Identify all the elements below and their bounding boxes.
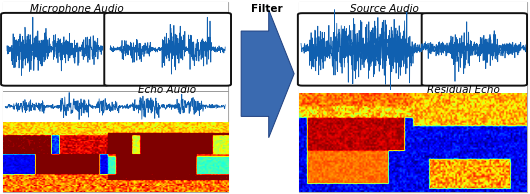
Text: Residual Echo: Residual Echo	[427, 85, 500, 95]
FancyBboxPatch shape	[3, 2, 228, 192]
FancyBboxPatch shape	[299, 2, 527, 192]
FancyBboxPatch shape	[3, 91, 228, 122]
FancyBboxPatch shape	[298, 13, 425, 86]
Text: Microphone Audio: Microphone Audio	[30, 4, 123, 14]
FancyBboxPatch shape	[422, 13, 527, 86]
Polygon shape	[241, 10, 294, 138]
Text: Echo Audio: Echo Audio	[138, 85, 196, 95]
FancyBboxPatch shape	[3, 2, 228, 91]
FancyBboxPatch shape	[299, 2, 527, 93]
Text: Filter: Filter	[251, 3, 282, 14]
Text: Source Audio: Source Audio	[350, 4, 419, 14]
FancyBboxPatch shape	[104, 13, 231, 86]
FancyBboxPatch shape	[1, 13, 109, 86]
